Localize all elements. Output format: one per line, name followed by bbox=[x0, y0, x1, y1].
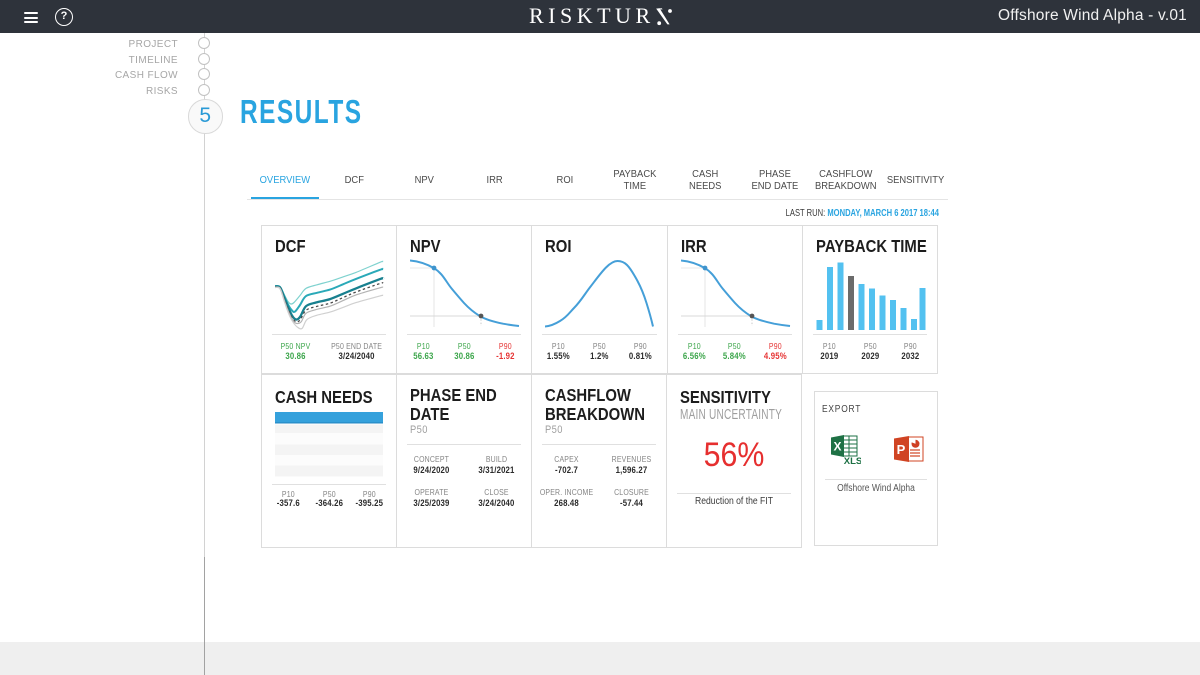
svg-text:XLS: XLS bbox=[844, 456, 861, 465]
svg-text:X: X bbox=[833, 440, 841, 454]
svg-text:P: P bbox=[897, 442, 906, 457]
